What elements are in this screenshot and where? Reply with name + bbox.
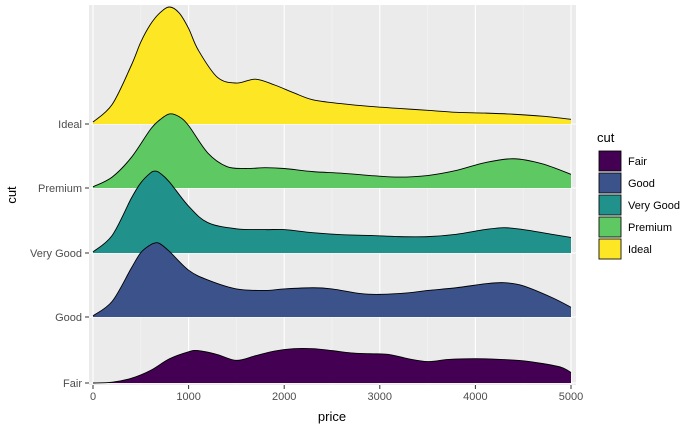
- y-tick-label: Fair: [63, 378, 82, 390]
- ridge-ideal-outline: [92, 6, 572, 123]
- ridge-fair-area: [93, 348, 571, 383]
- legend-key-very-good: [598, 194, 622, 216]
- ridge-very-good-area: [93, 171, 571, 253]
- ridge-premium-area: [93, 113, 571, 188]
- legend-key-good: [598, 172, 622, 194]
- ridge-good-area: [93, 242, 571, 317]
- legend-key-ideal: [598, 238, 622, 260]
- x-tick-label: 4000: [463, 391, 487, 403]
- legend-label-fair: Fair: [628, 156, 647, 168]
- ridge-good-outline: [92, 242, 572, 317]
- x-tick-label: 2000: [272, 391, 296, 403]
- x-tick-label: 0: [90, 391, 96, 403]
- legend-title: cut: [597, 130, 615, 145]
- legend: cut Fair Good Very Good Premium Ideal: [597, 130, 680, 260]
- x-tick-label: 5000: [559, 391, 583, 403]
- legend-label-premium: Premium: [628, 222, 672, 234]
- legend-label-good: Good: [628, 178, 655, 190]
- density-ridges: [92, 6, 572, 384]
- x-axis: 0 1000 2000 3000 4000 5000: [90, 385, 583, 403]
- legend-key-fair: [598, 150, 622, 172]
- legend-label-very-good: Very Good: [628, 200, 680, 212]
- ridge-premium-outline: [92, 113, 572, 188]
- x-tick-label: 1000: [176, 391, 200, 403]
- ridge-ideal-area: [93, 7, 571, 124]
- y-tick-label: Good: [55, 312, 82, 324]
- y-axis: Fair Good Very Good Premium Ideal: [30, 119, 89, 390]
- y-tick-label: Very Good: [30, 248, 82, 260]
- legend-key-premium: [598, 216, 622, 238]
- x-tick-label: 3000: [368, 391, 392, 403]
- y-tick-label: Premium: [38, 183, 82, 195]
- ridge-very-good-outline: [92, 170, 572, 253]
- y-tick-label: Ideal: [58, 119, 82, 131]
- legend-label-ideal: Ideal: [628, 244, 652, 256]
- ridge-fair-outline: [92, 347, 572, 384]
- x-axis-title: price: [318, 409, 346, 424]
- y-axis-title: cut: [4, 186, 19, 204]
